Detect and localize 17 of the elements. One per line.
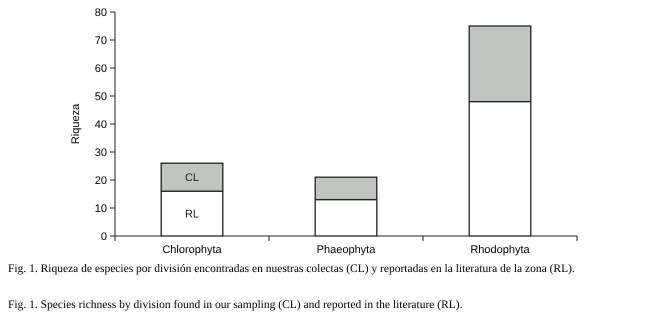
y-tick-label: 0 bbox=[100, 231, 107, 243]
y-tick-label: 10 bbox=[94, 203, 107, 215]
y-tick-label: 20 bbox=[94, 175, 107, 187]
x-tick-label: Rhodophyta bbox=[470, 244, 531, 256]
y-tick-label: 70 bbox=[94, 35, 107, 47]
x-tick-label: Phaeophyta bbox=[316, 244, 376, 256]
series-label: RL bbox=[184, 208, 200, 221]
y-tick-label: 40 bbox=[94, 119, 107, 131]
y-tick-label: 30 bbox=[94, 147, 107, 159]
caption: Fig. 1. Riqueza de especies por división encontradas en nuestras colectas (CL) y reportadas en la literatura de la zona (RL). bbox=[8, 263, 575, 275]
series-label: CL bbox=[184, 172, 200, 184]
y-axis-title: Riqueza bbox=[70, 102, 82, 144]
caption: Fig. 1. Species richness by division found in our sampling (CL) and reported in the literature (RL). bbox=[8, 299, 463, 311]
y-tick-label: 80 bbox=[94, 7, 107, 19]
x-tick-label: Chlorophyta bbox=[162, 244, 223, 256]
y-tick-label: 60 bbox=[94, 63, 107, 75]
y-tick-label: 50 bbox=[94, 91, 107, 103]
